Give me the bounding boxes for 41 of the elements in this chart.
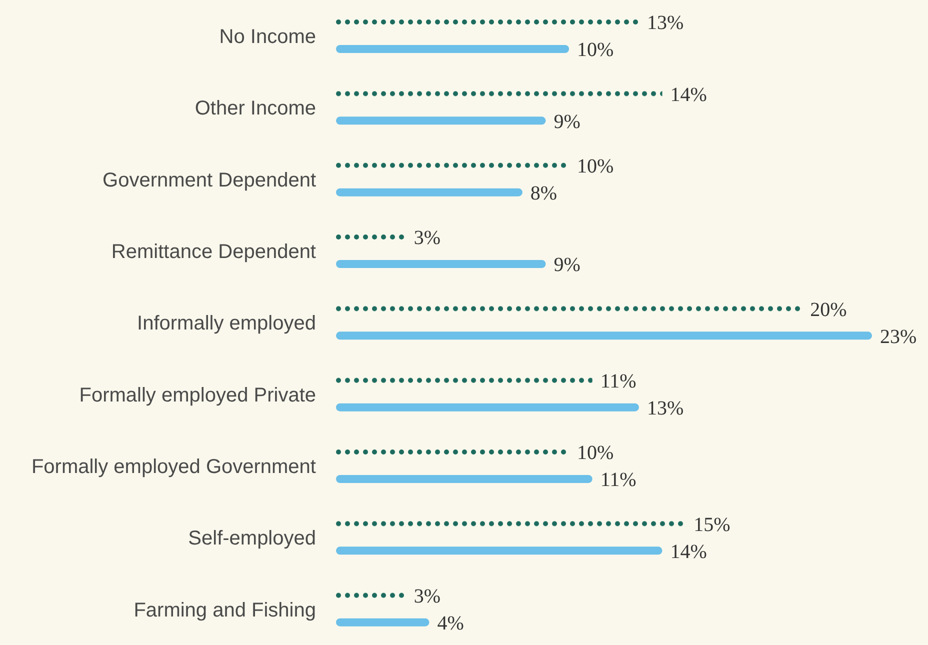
- bar: [336, 403, 639, 412]
- data-label: 14%: [670, 540, 707, 563]
- data-label: 23%: [880, 326, 917, 348]
- data-label: 3%: [414, 227, 441, 250]
- y-tick-label: Farming and Fishing: [134, 599, 316, 622]
- data-label: 20%: [810, 298, 847, 321]
- data-label: 11%: [600, 370, 636, 392]
- bar: [336, 592, 406, 598]
- y-tick-label: Self-employed: [188, 528, 316, 550]
- y-tick-label: Government Dependent: [102, 169, 316, 192]
- data-label: 9%: [554, 254, 580, 276]
- bar: [336, 234, 406, 240]
- data-label: 10%: [577, 155, 614, 178]
- bar: [336, 475, 592, 483]
- data-label: 15%: [694, 514, 730, 536]
- bar: [336, 260, 546, 268]
- data-label: 14%: [670, 84, 707, 106]
- data-label: 3%: [414, 585, 441, 608]
- data-label: 10%: [577, 442, 614, 464]
- data-label: 8%: [530, 182, 558, 204]
- bar: [336, 91, 662, 96]
- y-tick-label: Other Income: [194, 98, 316, 120]
- bar: [336, 618, 430, 626]
- y-tick-label: Informally employed: [137, 312, 316, 335]
- y-tick-label: Formally employed Private: [79, 384, 316, 406]
- y-tick-label: Remittance Dependent: [111, 240, 316, 263]
- bar: [336, 546, 662, 555]
- y-tick-label: Formally employed Government: [31, 456, 316, 478]
- bar: [336, 116, 546, 125]
- data-label: 13%: [646, 397, 684, 420]
- data-label: 10%: [577, 39, 614, 62]
- bar: [336, 188, 522, 196]
- bar: [336, 45, 570, 53]
- bar: [336, 20, 639, 24]
- data-label: 4%: [437, 612, 464, 634]
- data-label: 13%: [646, 12, 684, 34]
- data-label: 11%: [600, 469, 636, 492]
- bar: [336, 332, 872, 340]
- y-tick-label: No Income: [219, 26, 316, 48]
- data-label: 9%: [554, 110, 580, 133]
- bar: [336, 378, 592, 383]
